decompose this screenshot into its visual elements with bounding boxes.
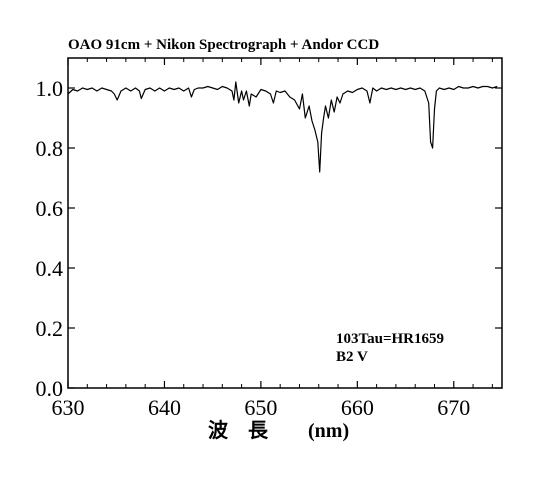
plot-frame [67,57,503,389]
chart-title: OAO 91cm + Nikon Spectrograph + Andor CC… [68,37,379,53]
y-tick-label: 0.0 [36,376,64,401]
y-tick-label: 0.2 [36,316,64,341]
star-designation-label: 103Tau=HR1659 [336,331,444,347]
x-axis: 630 640 650 660 670 [52,58,493,420]
y-axis: 0.0 0.2 0.4 0.6 0.8 1.0 [36,76,502,401]
y-tick-label: 0.6 [36,196,64,221]
y-tick-label: 0.8 [36,136,64,161]
x-tick-label: 660 [341,395,374,420]
y-tick-label: 0.4 [36,256,64,281]
y-tick-label: 1.0 [36,76,64,101]
x-tick-label: 640 [148,395,181,420]
x-tick-label: 650 [244,395,277,420]
x-tick-label: 630 [52,395,85,420]
spectral-type-label: B2 V [336,349,368,365]
spectrum-line [67,81,498,173]
x-axis-label: 波 長 (nm) [208,419,349,442]
x-tick-label: 670 [437,395,470,420]
